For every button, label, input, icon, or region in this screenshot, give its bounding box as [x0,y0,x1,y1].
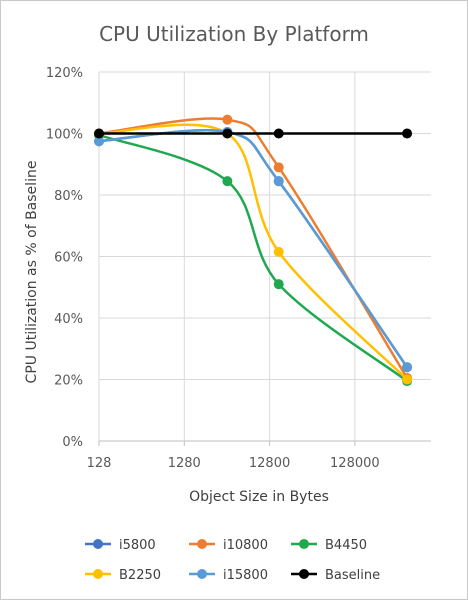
data-point-b2250 [402,374,413,385]
data-point-i15800 [402,362,413,373]
data-point-b4450 [273,279,284,290]
legend-label: i15800 [223,568,268,583]
x-tick-label: 1280 [168,456,201,471]
series-b2250 [94,123,413,385]
legend-label: B4450 [325,538,367,553]
legend-label: Baseline [325,568,380,583]
series-line-i15800 [98,129,409,368]
legend-marker [299,539,309,549]
legend-marker [197,569,207,579]
legend-label: B2250 [119,568,161,583]
legend-item-baseline: Baseline [291,568,380,583]
series-group [94,114,413,387]
series-i15800 [94,126,413,373]
legend-item-i5800: i5800 [85,538,156,553]
chart-title: CPU Utilization By Platform [99,22,369,46]
series-line-b2250 [98,123,408,381]
legend-marker [93,569,103,579]
series-line-i5800 [98,129,409,368]
data-point-baseline [273,128,284,139]
x-tick-label: 128000 [330,456,380,471]
data-point-i10800 [273,162,284,173]
legend-label: i5800 [119,538,156,553]
y-tick-label: 40% [54,312,83,327]
data-point-baseline [402,128,413,139]
x-axis-label: Object Size in Bytes [189,489,329,505]
data-point-b4450 [222,176,233,187]
y-tick-label: 0% [62,435,83,450]
data-point-baseline [222,128,233,139]
y-tick-label: 100% [46,128,83,143]
legend-label: i10800 [223,538,268,553]
series-line-b4450 [98,133,408,382]
data-point-i15800 [94,136,104,147]
legend-item-i10800: i10800 [189,538,268,553]
data-point-baseline [94,128,104,139]
series-i10800 [94,114,413,383]
legend-item-b4450: B4450 [291,538,367,553]
legend-item-b2250: B2250 [85,568,161,583]
legend-marker [299,569,309,579]
x-tick-label: 12800 [249,456,290,471]
legend: i5800 i10800 B4450 B2250 i15800 Baseline [85,538,380,583]
y-tick-label: 80% [54,189,83,204]
y-axis-label: CPU Utilization as % of Baseline [24,161,40,384]
y-tick-label: 120% [46,66,83,81]
legend-item-i15800: i15800 [189,568,268,583]
y-tick-label: 60% [54,251,83,266]
x-tick-label: 128 [87,456,112,471]
series-i5800 [94,126,413,373]
data-point-i10800 [222,114,233,125]
legend-marker [93,539,103,549]
series-line-i10800 [98,117,409,379]
series-baseline [94,128,413,139]
x-axis-ticks: 128 1280 12800 128000 [87,441,380,471]
y-axis-ticks: 0% 20% 40% 60% 80% 100% 120% [46,66,83,450]
data-point-b2250 [273,246,284,257]
data-point-i15800 [273,176,284,187]
y-tick-label: 20% [54,374,83,389]
legend-marker [197,539,207,549]
series-b4450 [94,130,413,387]
